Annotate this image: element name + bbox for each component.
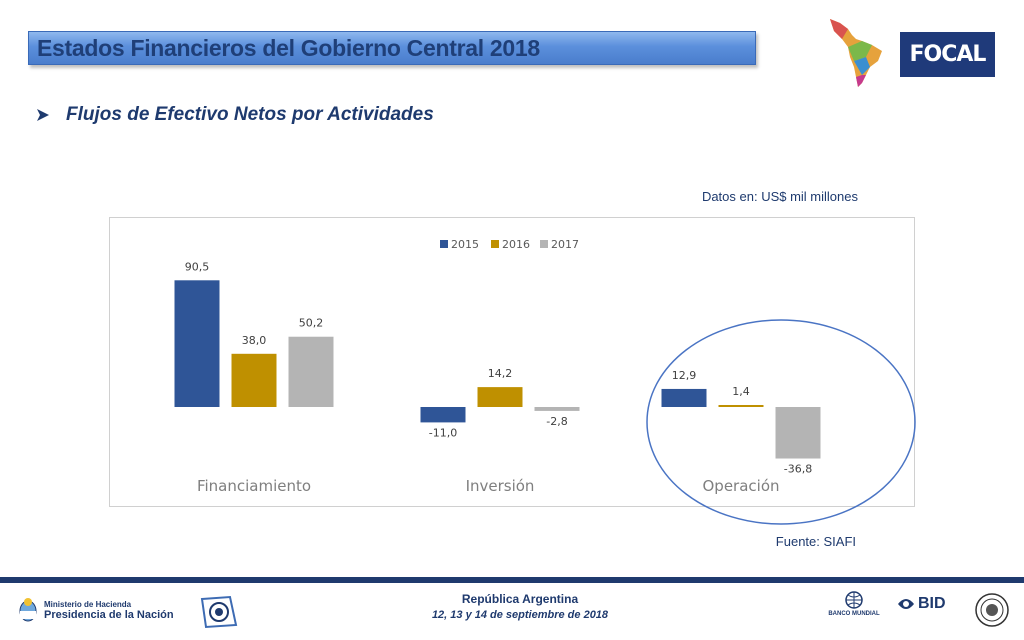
ministerio-label: Ministerio de Hacienda (44, 599, 132, 609)
presidencia-label: Presidencia de la Nación (44, 608, 174, 621)
units-note: Datos en: US$ mil millones (701, 189, 858, 204)
ifac-logo-icon (200, 595, 238, 629)
category-label-Inversión: Inversión (466, 477, 535, 495)
data-label-Operación-2016: 1,4 (732, 385, 750, 398)
data-label-Inversión-2017: -2,8 (546, 415, 567, 428)
legend-swatch-2017 (540, 240, 548, 248)
bid-logo-icon (898, 599, 914, 609)
focal-logo-text: FOCAL (909, 42, 987, 67)
imf-seal-icon (975, 593, 1009, 627)
section-subtitle: Flujos de Efectivo Netos por Actividades (36, 104, 434, 126)
data-label-Financiamiento-2017: 50,2 (299, 317, 324, 330)
bar-Operación-2017 (775, 407, 821, 459)
source-note: Fuente: SIAFI (775, 534, 856, 549)
bar-Inversión-2017 (534, 407, 580, 411)
legend-label-2016: 2016 (502, 238, 530, 251)
footer-divider (0, 577, 1024, 583)
data-label-Inversión-2016: 14,2 (488, 367, 513, 380)
world-bank-globe-icon (845, 591, 863, 609)
event-dates: 12, 13 y 14 de septiembre de 2018 (431, 609, 609, 621)
bid-label: BID (918, 595, 946, 612)
legend-label-2017: 2017 (551, 238, 579, 251)
bar-Financiamiento-2015 (174, 280, 220, 407)
legend-swatch-2015 (440, 240, 448, 248)
bar-Inversión-2016 (477, 387, 523, 407)
bar-Financiamiento-2017 (288, 336, 334, 407)
footer-event: República Argentina 12, 13 y 14 de septi… (380, 592, 660, 621)
legend-label-2015: 2015 (451, 238, 479, 251)
ministerio-logo: Ministerio de Hacienda Presidencia de la… (18, 597, 174, 623)
data-label-Operación-2015: 12,9 (672, 369, 697, 382)
world-bank-label: BANCO MUNDIAL (828, 611, 880, 617)
world-bank-logo: BANCO MUNDIAL (824, 591, 884, 617)
bar-chart: 2015 2016 2017 90,5 38,0 50,2 Financiamiento -1… (174, 238, 821, 495)
bar-Operación-2015 (661, 388, 707, 407)
category-label-Financiamiento: Financiamiento (197, 477, 311, 495)
legend-swatch-2016 (491, 240, 499, 248)
event-country: República Argentina (461, 592, 579, 606)
page-title: Estados Financieros del Gobierno Central… (37, 35, 540, 61)
bar-Operación-2016 (718, 405, 764, 407)
argentina-escudo-icon (19, 598, 37, 622)
category-label-Operación: Operación (702, 477, 779, 495)
bar-Inversión-2015 (420, 407, 466, 423)
latin-america-map-icon (830, 19, 882, 87)
subtitle-text: Flujos de Efectivo Netos por Actividades (66, 104, 434, 125)
bid-logo: BID (896, 594, 946, 614)
data-label-Financiamiento-2015: 90,5 (185, 260, 210, 273)
arrow-right-icon (37, 109, 49, 121)
data-label-Operación-2017: -36,8 (784, 463, 812, 476)
data-label-Inversión-2015: -11,0 (429, 426, 457, 439)
title-bar: Estados Financieros del Gobierno Central… (28, 31, 756, 65)
data-label-Financiamiento-2016: 38,0 (242, 334, 267, 347)
chart-container: 2015 2016 2017 90,5 38,0 50,2 Financiamiento -1… (109, 217, 915, 507)
bar-Financiamiento-2016 (231, 353, 277, 407)
focal-logo: FOCAL (900, 32, 995, 77)
